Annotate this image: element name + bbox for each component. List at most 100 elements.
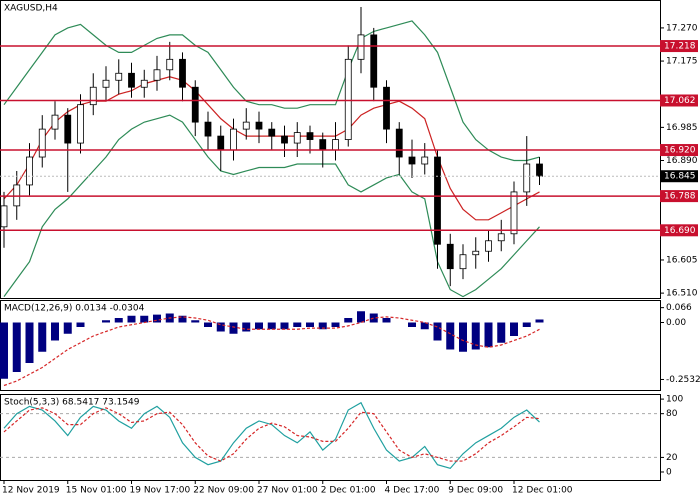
candle-body [370,34,378,88]
candle-body [191,86,199,123]
macd-bar [471,322,480,350]
macd-bar [446,322,455,350]
candle-body [217,135,225,151]
level-box [660,40,698,53]
candle-body [446,243,454,270]
candle-body [485,240,492,252]
macd-bar [306,322,314,327]
candle-body [128,72,135,88]
macd-bar [114,318,123,323]
level-label: 17.218 [664,42,696,52]
macd-bar [357,311,365,323]
x-tick-label: 27 Nov 01:00 [257,486,318,496]
x-tick-label: 19 Nov 17:00 [130,486,191,496]
last-price-box [660,170,698,183]
candle-body [332,139,339,151]
macd-bar [497,322,506,343]
candle-body [395,128,403,158]
level-box [660,190,698,203]
last-price-label: 16.845 [664,172,696,182]
x-tick-label: 12 Nov 2019 [2,486,60,496]
overlay-line [3,20,540,162]
macd-bar [255,322,263,330]
macd-bar [510,322,518,336]
macd-bar [408,322,416,327]
x-tick-label: 15 Nov 01:00 [66,486,127,496]
candle-body [510,191,518,235]
signal-line [3,316,540,387]
y-tick-label: 80 [666,409,678,419]
y-tick-label: 20 [666,453,678,463]
candle-body [204,121,212,137]
macd-bar [38,322,47,352]
y-tick-label: 16.510 [666,289,698,299]
overlay-line [3,114,540,298]
macd-bar [229,322,238,334]
candle-body [306,132,314,140]
macd-bar [51,322,59,341]
x-tick-label: 9 Dec 09:00 [448,486,503,496]
candle-body [77,104,84,144]
candle-body [140,79,148,88]
candle-body [434,156,441,245]
x-tick-label: 2 Dec 01:00 [321,486,376,496]
y-tick-label: 16.605 [666,255,698,265]
candle-body [293,132,301,144]
candle-body [102,79,110,88]
candle-body [242,121,250,130]
y-tick-label: 0 [666,467,672,477]
candle-body [383,86,390,130]
y-tick-label: 16.890 [666,156,698,166]
y-tick-label: 0.066 [666,303,692,313]
panel-title: Stoch(5,3,3) 68.5417 73.1549 [4,398,140,408]
macd-bar [433,322,442,341]
candle-body [319,139,327,151]
stoch-line [3,401,540,470]
macd-bar [25,322,34,363]
candle-body [472,250,480,256]
macd-bar [191,320,200,323]
macd-bar [369,313,378,323]
y-tick-label: 16.985 [666,123,698,133]
level-label: 16.788 [664,192,696,202]
candle-body [26,156,33,186]
macd-bar [242,322,251,332]
x-tick-label: 4 Dec 17:00 [385,486,440,496]
macd-bar [127,315,136,323]
macd-bar [318,322,327,330]
level-box [660,224,698,237]
macd-bar [331,322,340,327]
level-label: 16.920 [664,146,696,156]
candle-body [536,163,543,177]
y-tick-label: -0.2532 [666,375,700,385]
y-tick-label: 0.00 [666,318,686,328]
candle-body [51,114,59,130]
panel-frame [0,394,661,481]
y-tick-label: 17.175 [666,57,698,67]
stoch-line [3,407,540,462]
macd-bar [535,319,544,323]
candle-body [344,58,352,140]
y-tick-label: 17.270 [666,23,698,33]
candle-body [255,121,263,130]
macd-bar [280,322,289,330]
macd-bar [216,322,225,332]
macd-bar [420,322,429,330]
candle-body [89,86,97,106]
x-tick-label: 22 Nov 09:00 [193,486,254,496]
candle-body [523,163,531,193]
candle-body [0,205,8,228]
candle-body [64,114,72,144]
level-box [660,144,698,157]
macd-bar [76,322,85,327]
y-tick-label: 100 [666,395,683,405]
macd-bar [178,315,187,323]
candle-body [459,254,467,270]
panel-title: XAGUSD,H4 [4,4,58,14]
macd-bar [63,322,72,334]
panel-title: MACD(12,26,9) 0.0134 -0.0304 [4,304,145,314]
macd-bar [102,320,110,323]
candle-body [115,72,123,81]
x-tick-label: 12 Dec 01:00 [512,486,573,496]
